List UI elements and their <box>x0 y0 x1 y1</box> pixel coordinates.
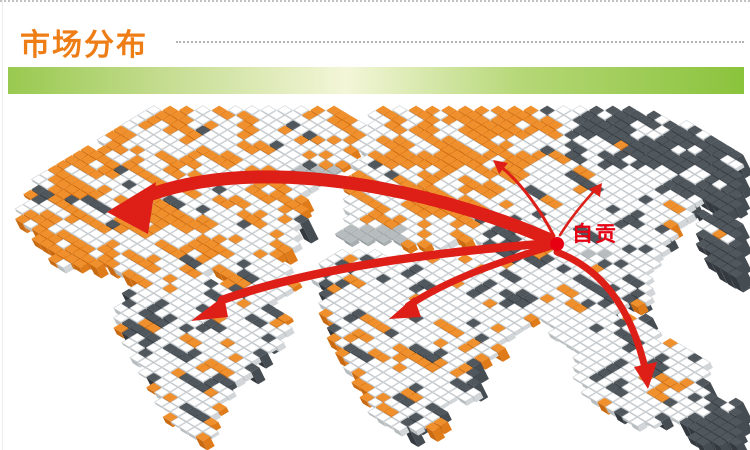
page-left-border <box>2 0 3 450</box>
arrow-north-america <box>107 170 555 246</box>
hub-zigong: 自贡 <box>550 222 618 251</box>
page-title: 市场分布 <box>20 29 148 62</box>
arrow-africa <box>389 242 556 319</box>
hub-label: 自贡 <box>572 222 618 246</box>
arrow-south-america <box>191 238 555 321</box>
arrow-europe-west <box>493 160 556 238</box>
hub-dot <box>550 237 564 251</box>
page-top-dotted-border <box>0 0 750 2</box>
market-arrows <box>107 160 657 389</box>
title-dotted-leader-line <box>176 41 744 43</box>
green-divider-bar <box>8 67 744 94</box>
section-header: 市场分布 <box>20 28 746 64</box>
arrow-australia <box>553 248 657 389</box>
map-tiles <box>14 105 750 450</box>
arrow-europe-east <box>558 183 602 237</box>
